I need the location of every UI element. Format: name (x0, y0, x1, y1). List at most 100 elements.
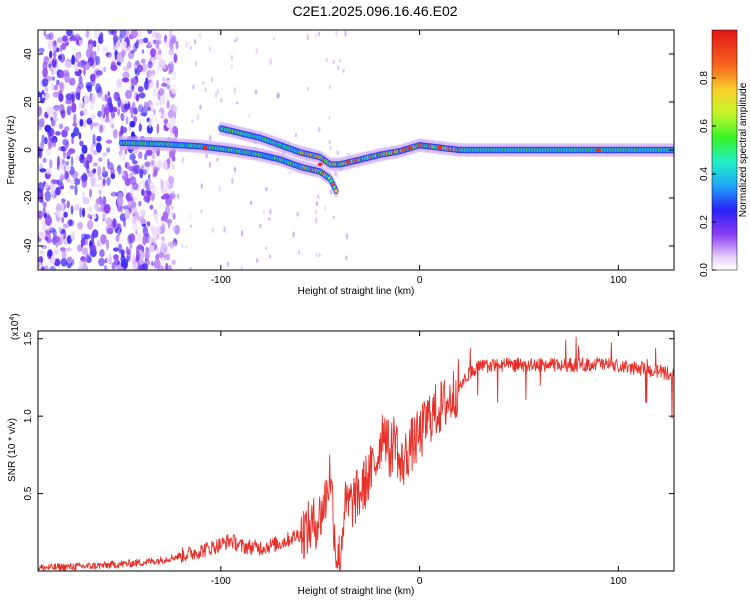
spectrogram-noise-cell (52, 91, 60, 98)
spectrogram-noise-cell (65, 99, 73, 105)
spectrogram-noise-cell (107, 30, 115, 35)
spectrogram-noise-cell (269, 58, 272, 66)
spectrogram-noise-cell (332, 59, 335, 65)
spectrogram-noise-cell (141, 188, 145, 196)
spectrogram-noise-cell (192, 84, 195, 90)
spectrogram-noise-cell (171, 259, 176, 265)
spectrogram-noise-cell (65, 247, 72, 252)
spectrogram-noise-cell (139, 38, 144, 45)
spectrogram-noise-cell (113, 34, 119, 43)
spectrogram-noise-cell (345, 232, 349, 240)
x-tick-label: 0 (417, 576, 423, 587)
spectrogram-noise-cell (226, 261, 230, 268)
spectrogram-noise-cell (296, 212, 299, 217)
colorbar-tick-label: 0.8 (699, 71, 710, 85)
spectrogram-noise-cell (73, 178, 81, 186)
y-tick-label: 0.5 (23, 486, 34, 500)
colorbar-label: Normalized spectral amplitude (738, 82, 749, 217)
spectrogram-noise-cell (91, 213, 97, 220)
spectrogram-noise-cell (138, 92, 146, 99)
spectrogram-noise-cell (288, 170, 291, 175)
spectrogram-noise-cell (124, 209, 130, 220)
spectrogram-noise-cell (121, 40, 127, 49)
spectrogram-noise-cell (328, 139, 331, 145)
spectrogram-noise-cell (155, 101, 160, 107)
spectrogram-noise-cell (62, 223, 70, 229)
spectrogram-noise-cell (43, 30, 47, 37)
spectrogram-noise-cell (148, 244, 155, 253)
spectrogram-noise-cell (133, 206, 138, 214)
spectrogram-noise-cell (44, 86, 49, 92)
spectrogram-noise-cell (181, 156, 185, 164)
spectrogram-noise-cell (126, 197, 134, 203)
spectrogram-noise-cell (216, 157, 219, 162)
spectrogram-noise-cell (96, 197, 104, 205)
spectrogram-noise-cell (333, 170, 336, 177)
spectrogram-noise-cell (125, 246, 129, 255)
spectrogram-noise-cell (88, 206, 93, 212)
spectrogram-noise-cell (142, 225, 148, 237)
spectrogram-noise-cell (38, 47, 45, 54)
spectrogram-noise-cell (106, 147, 111, 153)
spectrogram-noise-cell (168, 176, 175, 185)
spectrogram-noise-cell (94, 183, 102, 188)
spectrogram-noise-cell (171, 36, 176, 45)
spectrogram-noise-cell (51, 76, 56, 81)
spectrogram-noise-cell (147, 178, 151, 186)
spectrogram-noise-cell (61, 42, 67, 50)
spectrogram-noise-cell (189, 266, 192, 270)
spectrogram-noise-cell (330, 189, 333, 195)
spectrogram-noise-cell (102, 212, 106, 220)
spectrogram-noise-cell (148, 73, 156, 78)
spectrogram-noise-cell (77, 221, 83, 230)
spectrogram-noise-cell (66, 235, 72, 244)
spectrogram-noise-cell (328, 115, 331, 120)
spectrogram-noise-cell (59, 82, 64, 90)
spectrogram-noise-cell (317, 31, 321, 37)
spectrogram-noise-cell (53, 235, 61, 243)
spectrogram-noise-cell (140, 208, 146, 218)
y-tick-label: 20 (23, 96, 34, 108)
spectrogram-noise-cell (133, 196, 138, 201)
spectrogram-noise-cell (98, 257, 105, 267)
spectrogram-ridge-layer (118, 121, 674, 198)
spectrogram-noise-cell (97, 165, 101, 177)
spectrogram-noise-cell (151, 225, 157, 237)
spectrogram-noise-cell (189, 46, 193, 50)
spectrogram-noise-cell (125, 116, 129, 125)
spectrogram-noise-cell (110, 111, 115, 119)
spectrogram-noise-cell (53, 111, 57, 119)
spectrogram-noise-cell (114, 257, 118, 269)
spectrogram-noise-cell (79, 110, 84, 117)
spectrogram-noise-cell (120, 125, 124, 136)
spectrogram-noise-cell (269, 208, 272, 215)
spectrogram-noise-cell (168, 48, 174, 56)
spectrogram-noise-cell (170, 84, 178, 95)
spectrogram-noise-cell (171, 190, 175, 195)
spectrogram-noise-cell (102, 152, 108, 157)
spectrogram-noise-cell (42, 78, 49, 87)
spectrogram-noise-cell (276, 93, 280, 99)
spectrogram-noise-cell (52, 44, 58, 52)
spectrogram-noise-cell (112, 190, 115, 197)
spectrogram-noise-cell (85, 254, 91, 263)
spectrogram-noise-cell (164, 205, 171, 217)
spectrogram-noise-cell (43, 265, 49, 270)
spectrogram-noise-cell (60, 109, 66, 119)
spectrogram-noise-cell (156, 248, 160, 255)
spectrogram-noise-cell (38, 181, 45, 193)
spectrogram-noise-cell (124, 177, 131, 186)
spectrogram-noise-cell (53, 248, 60, 255)
spectrogram-noise-cell (45, 236, 49, 241)
spectrogram-noise-cell (58, 93, 64, 102)
spectrogram-noise-cell (150, 159, 155, 166)
spectrogram-noise-cell (254, 89, 258, 95)
spectrogram-noise-cell (255, 47, 258, 54)
spectrogram-noise-cell (74, 33, 81, 39)
spectrogram-noise-cell (99, 124, 104, 133)
spectrogram-noise-cell (158, 112, 162, 117)
spectrogram-noise-cell (96, 44, 100, 53)
y-tick-label: 1.5 (23, 331, 34, 345)
spectrogram-noise-cell (42, 67, 48, 78)
spectrogram-noise-cell (155, 217, 159, 225)
